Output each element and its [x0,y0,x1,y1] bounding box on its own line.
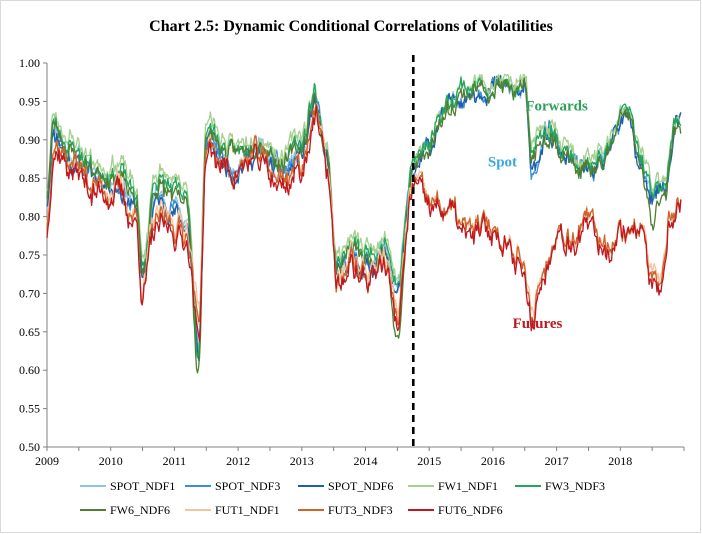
annotations: Forwards Spot Futures [488,99,588,332]
y-tick-label: 0.50 [19,440,40,454]
legend-label: SPOT_NDF6 [328,479,393,493]
x-tick-label: 2015 [417,454,441,468]
y-tick-label: 0.55 [19,402,40,416]
legend-label: FW3_NDF3 [545,479,605,493]
y-tick-label: 0.70 [19,286,40,300]
legend-label: SPOT_NDF1 [110,479,175,493]
legend-label: FUT1_NDF1 [215,503,280,517]
y-tick-label: 0.60 [19,363,40,377]
legend-label: FUT3_NDF3 [328,503,393,517]
annotation-futures: Futures [513,316,563,332]
series-lines [46,73,682,374]
y-tick-label: 0.90 [19,133,40,147]
x-tick-label: 2018 [608,454,632,468]
series-line-fw6-ndf6 [46,77,682,374]
annotation-spot: Spot [488,155,517,171]
x-axis: 2009 2010 2011 2012 2013 2014 2015 2016 2017 2018 [35,446,685,468]
x-tick-label: 2009 [35,454,59,468]
x-tick-label: 2017 [545,454,569,468]
annotation-forwards: Forwards [525,99,588,115]
legend-label: FW6_NDF6 [110,503,170,517]
series-line-fw1-ndf1 [46,73,682,328]
x-tick-label: 2011 [163,454,187,468]
y-tick-label: 0.75 [19,248,40,262]
legend-label: FUT6_NDF6 [438,503,503,517]
y-tick-label: 1.00 [19,56,40,70]
legend: SPOT_NDF1 SPOT_NDF3 SPOT_NDF6 FW1_NDF1 FW3_N… [80,479,605,517]
x-tick-label: 2014 [354,454,378,468]
series-line-fut3-ndf3 [46,103,682,327]
y-tick-label: 0.85 [19,171,40,185]
y-axis: 1.00 0.95 0.90 0.85 0.80 0.75 0.70 0.65 0.60 0.55… [19,56,48,454]
y-tick-label: 0.65 [19,325,40,339]
series-line-fut6-ndf6 [46,105,682,342]
y-tick-label: 0.95 [19,94,40,108]
y-tick-label: 0.80 [19,210,40,224]
series-line-fut1-ndf1 [46,103,682,318]
legend-label: SPOT_NDF3 [215,479,280,493]
x-tick-label: 2013 [290,454,314,468]
chart-title: Chart 2.5: Dynamic Conditional Correlati… [149,18,553,35]
series-line-spot-ndf3 [46,75,682,362]
x-tick-label: 2012 [226,454,250,468]
legend-label: FW1_NDF1 [438,479,498,493]
x-tick-label: 2016 [481,454,505,468]
x-tick-label: 2010 [99,454,123,468]
